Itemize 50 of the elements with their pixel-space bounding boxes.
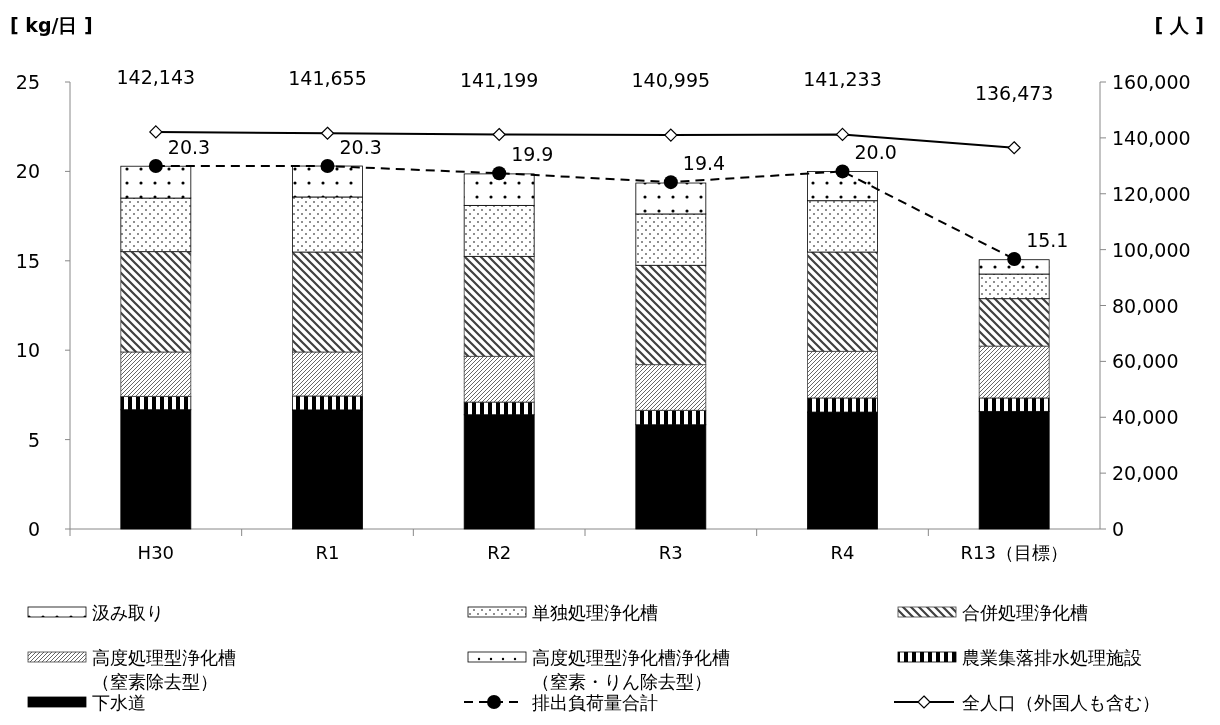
point bbox=[148, 159, 163, 174]
data-label: 136,473 bbox=[974, 81, 1054, 104]
legend-label: 合併処理浄化槽 bbox=[962, 602, 1088, 623]
legend-label: 単独処理浄化槽 bbox=[532, 602, 658, 623]
point bbox=[320, 159, 335, 174]
point bbox=[835, 164, 850, 179]
y-axis-title: [ kg/日 ] bbox=[10, 14, 93, 36]
y2-tick-label: 120,000 bbox=[1112, 182, 1191, 205]
y2-axis-title: [ 人 ] bbox=[1154, 14, 1204, 36]
x-tick-label: R2 bbox=[487, 542, 512, 563]
x-tick-label: R13（目標） bbox=[960, 542, 1068, 563]
y2-tick-label: 160,000 bbox=[1112, 71, 1191, 93]
y-tick-label: 15 bbox=[15, 249, 40, 272]
x-tick-label: R3 bbox=[658, 542, 683, 563]
point bbox=[492, 166, 507, 181]
y2-tick-label: 20,000 bbox=[1112, 462, 1179, 485]
y-tick-label: 20 bbox=[15, 160, 40, 183]
legend-label: 高度処理型浄化槽浄化槽（窒素・りん除去型） bbox=[532, 647, 730, 692]
data-label: 19.4 bbox=[682, 152, 726, 175]
x-tick-label: R4 bbox=[830, 542, 855, 563]
x-tick-label: R1 bbox=[315, 542, 340, 563]
y2-tick-label: 40,000 bbox=[1112, 406, 1179, 429]
y2-tick-label: 140,000 bbox=[1112, 126, 1191, 149]
legend-label: 農業集落排水処理施設 bbox=[962, 647, 1142, 668]
legend-label: 全人口（外国人も含む） bbox=[962, 692, 1160, 713]
legend-label: 高度処理型浄化槽（窒素除去型） bbox=[92, 647, 236, 692]
legend-label: 下水道 bbox=[92, 692, 146, 713]
legend-label: 排出負荷量合計 bbox=[532, 692, 658, 713]
data-label: 15.1 bbox=[1026, 229, 1069, 252]
y-tick-label: 25 bbox=[15, 71, 40, 93]
y-tick-label: 10 bbox=[15, 339, 40, 362]
y-tick-label: 0 bbox=[27, 518, 40, 540]
data-label: 141,233 bbox=[803, 68, 882, 91]
point bbox=[1007, 252, 1022, 267]
data-label: 142,143 bbox=[116, 65, 196, 88]
data-label: 20.3 bbox=[339, 136, 382, 159]
point bbox=[663, 175, 678, 190]
y-tick-label: 5 bbox=[27, 428, 40, 451]
legend-label: 汲み取り bbox=[92, 602, 164, 623]
data-label: 19.9 bbox=[511, 143, 554, 166]
data-label: 141,655 bbox=[288, 67, 367, 90]
y2-tick-label: 0 bbox=[1112, 518, 1125, 540]
x-tick-label: H30 bbox=[137, 542, 175, 563]
data-label: 141,199 bbox=[459, 68, 539, 91]
y2-tick-label: 100,000 bbox=[1112, 238, 1191, 261]
y2-tick-label: 80,000 bbox=[1112, 294, 1179, 317]
data-label: 20.3 bbox=[167, 136, 211, 159]
y2-tick-label: 60,000 bbox=[1112, 350, 1179, 373]
data-label: 20.0 bbox=[854, 141, 897, 164]
data-label: 140,995 bbox=[631, 69, 711, 92]
